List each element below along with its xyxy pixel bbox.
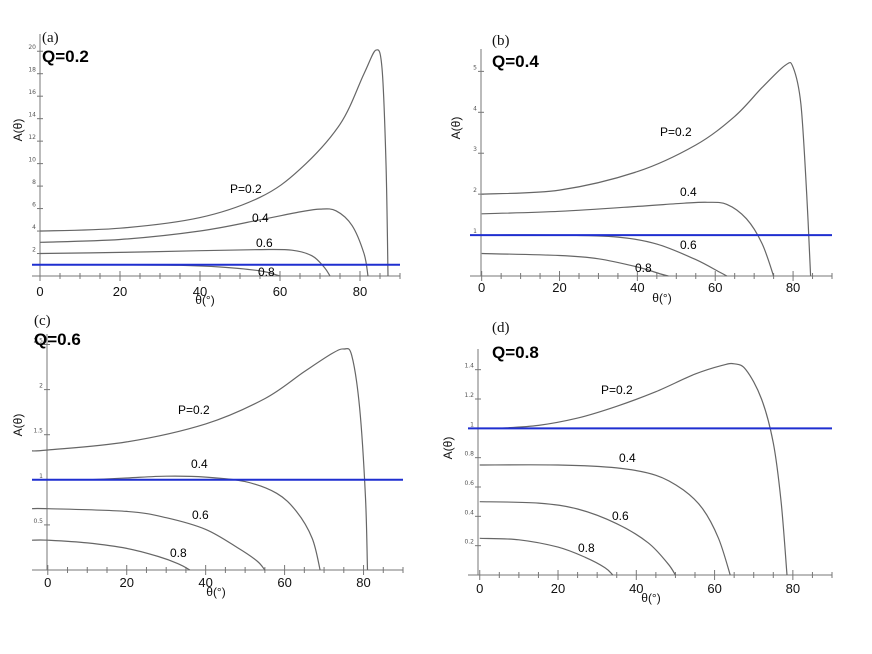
panel-b-curve-P02 <box>481 61 812 277</box>
panel-c-y-tick-label: 0.5 <box>33 518 43 525</box>
panel-c-curve-P08 <box>31 539 191 571</box>
panel-c-x-tick-label: 0 <box>44 575 51 590</box>
panel-a-curve-label: P=0.2 <box>230 182 262 196</box>
panel-b-y-tick-label: 3 <box>473 146 477 153</box>
panel-a-y-tick-label: 4 <box>32 224 36 231</box>
panel-c-x-tick-label: 40 <box>198 575 212 590</box>
panel-a-y-tick-label: 10 <box>28 157 36 164</box>
panel-a-x-tick-label: 80 <box>353 284 367 299</box>
panel-a-y-tick-label: 14 <box>28 112 36 119</box>
panel-d-x-tick-label: 80 <box>786 581 800 596</box>
panel-c-curve-P06 <box>31 507 266 571</box>
panel-d-y-tick-label: 0.6 <box>464 480 474 487</box>
panel-b-y-tick-label: 5 <box>473 64 477 71</box>
panel-d-y-tick-label: 0.4 <box>464 509 474 516</box>
panel-c-curve-label: 0.6 <box>192 508 209 522</box>
panel-d-x-tick-label: 60 <box>707 581 721 596</box>
panel-c-x-tick-label: 60 <box>277 575 291 590</box>
panel-c-curve-label: 0.4 <box>191 457 208 471</box>
panel-a-y-tick-label: 20 <box>28 44 36 51</box>
panel-c-y-tick-label: 2.5 <box>33 338 43 345</box>
panel-b-x-tick-label: 0 <box>478 280 485 295</box>
panel-d-y-tick-label: 0.2 <box>464 539 474 546</box>
panel-d-curve-P08 <box>479 537 614 576</box>
panel-b-curve-label: 0.4 <box>680 185 697 199</box>
panel-c-y-axis-title: A(θ) <box>11 414 25 437</box>
panel-c-curve-label: 0.8 <box>170 546 187 560</box>
panel-c-curve-label: P=0.2 <box>178 403 210 417</box>
panel-a-y-tick-label: 2 <box>32 247 36 254</box>
panel-b-y-axis-title: A(θ) <box>449 117 463 140</box>
panel-a-tag: (a) <box>42 30 59 46</box>
panel-a-curve-P02 <box>39 49 389 277</box>
panel-b-x-tick-label: 60 <box>708 280 722 295</box>
panel-a-curve-label: 0.6 <box>256 236 273 250</box>
panel-a-curve-label: 0.8 <box>258 265 275 279</box>
panel-d-x-tick-label: 0 <box>476 581 483 596</box>
panel-d-y-tick-label: 1 <box>470 421 474 428</box>
panel-d-x-tick-label: 20 <box>551 581 565 596</box>
panel-a-q-label: Q=0.2 <box>42 47 89 66</box>
panel-c-x-tick-label: 20 <box>119 575 133 590</box>
panel-a-y-tick-label: 8 <box>32 179 36 186</box>
panel-a-curve-label: 0.4 <box>252 211 269 225</box>
panel-b-curve-P08 <box>481 252 669 277</box>
panel-a-x-axis-title: θ(°) <box>195 293 214 307</box>
panel-c-tag: (c) <box>34 313 51 329</box>
panel-d-curve-label: P=0.2 <box>601 383 633 397</box>
panel-d-curve-label: 0.6 <box>612 509 629 523</box>
panel-b-curve-label: P=0.2 <box>660 125 692 139</box>
panel-a-x-tick-label: 20 <box>113 284 127 299</box>
panel-d-y-tick-label: 0.8 <box>464 451 474 458</box>
panel-d-y-axis-title: A(θ) <box>441 437 455 460</box>
panel-b-x-tick-label: 40 <box>630 280 644 295</box>
panel-d-tag: (d) <box>492 320 510 336</box>
panel-a-y-tick-label: 6 <box>32 202 36 209</box>
panel-b-q-label: Q=0.4 <box>492 52 539 71</box>
panel-a-x-tick-label: 60 <box>273 284 287 299</box>
panel-a-y-tick-label: 18 <box>28 67 36 74</box>
panel-d-x-tick-label: 40 <box>629 581 643 596</box>
panel-a-y-axis-title: A(θ) <box>11 119 25 142</box>
panel-b-y-tick-label: 1 <box>473 228 477 235</box>
panel-c-q-label: Q=0.6 <box>34 330 81 349</box>
panel-a-curve-P04 <box>39 208 369 277</box>
panel-c-y-tick-label: 2 <box>39 383 43 390</box>
panel-d-q-label: Q=0.8 <box>492 343 539 362</box>
panel-d-curve-P04 <box>479 464 731 576</box>
panel-b-curve-label: 0.6 <box>680 238 697 252</box>
panel-a-x-tick-label: 0 <box>36 284 43 299</box>
panel-a-y-tick-label: 16 <box>28 89 36 96</box>
panel-b-y-tick-label: 4 <box>473 105 477 112</box>
panel-a-curve-P06 <box>39 248 331 277</box>
panel-c-x-axis-title: θ(°) <box>206 585 225 599</box>
panel-c-y-tick-label: 1.5 <box>33 428 43 435</box>
panel-d-curve-P06 <box>479 501 676 576</box>
panel-d-y-tick-label: 1.2 <box>464 392 474 399</box>
panel-b-x-tick-label: 20 <box>552 280 566 295</box>
panel-d-x-axis-title: θ(°) <box>641 591 660 605</box>
panel-a-y-tick-label: 12 <box>28 134 36 141</box>
panel-b-x-axis-title: θ(°) <box>652 291 671 305</box>
panel-c-curve-P04 <box>87 475 321 571</box>
panel-d-curve-label: 0.4 <box>619 451 636 465</box>
panel-c-curve-P02 <box>31 347 369 571</box>
panel-b-tag: (b) <box>492 33 510 49</box>
panel-d-y-tick-label: 1.4 <box>464 363 474 370</box>
panel-c-y-tick-label: 1 <box>39 473 43 480</box>
panel-b-curve-label: 0.8 <box>635 261 652 275</box>
panel-d-curve-label: 0.8 <box>578 541 595 555</box>
panel-b-x-tick-label: 80 <box>786 280 800 295</box>
panel-b-y-tick-label: 2 <box>473 187 477 194</box>
panel-c-x-tick-label: 80 <box>356 575 370 590</box>
panel-d-curve-P02 <box>499 362 788 576</box>
panel-a-x-tick-label: 40 <box>193 284 207 299</box>
